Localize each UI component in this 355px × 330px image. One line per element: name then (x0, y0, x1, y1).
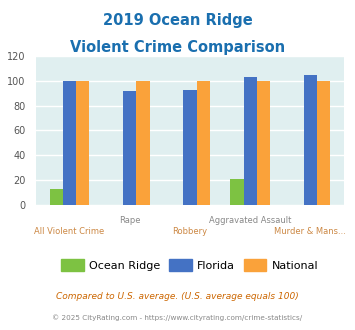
Text: Violent Crime Comparison: Violent Crime Comparison (70, 40, 285, 54)
Bar (197, 81, 210, 205)
Text: Aggravated Assault: Aggravated Assault (209, 216, 291, 225)
Bar (304, 75, 317, 205)
Legend: Ocean Ridge, Florida, National: Ocean Ridge, Florida, National (57, 255, 323, 275)
Text: Rape: Rape (119, 216, 141, 225)
Text: Robbery: Robbery (173, 227, 207, 236)
Text: 2019 Ocean Ridge: 2019 Ocean Ridge (103, 13, 252, 28)
Bar (317, 81, 330, 205)
Text: All Violent Crime: All Violent Crime (34, 227, 104, 236)
Bar (76, 81, 89, 205)
Text: © 2025 CityRating.com - https://www.cityrating.com/crime-statistics/: © 2025 CityRating.com - https://www.city… (53, 314, 302, 321)
Bar (257, 81, 270, 205)
Text: Murder & Mans...: Murder & Mans... (274, 227, 346, 236)
Bar (136, 81, 149, 205)
Bar (230, 179, 244, 205)
Bar (63, 81, 76, 205)
Text: Compared to U.S. average. (U.S. average equals 100): Compared to U.S. average. (U.S. average … (56, 292, 299, 301)
Bar (123, 91, 136, 205)
Bar (183, 89, 197, 205)
Bar (244, 77, 257, 205)
Bar (50, 188, 63, 205)
